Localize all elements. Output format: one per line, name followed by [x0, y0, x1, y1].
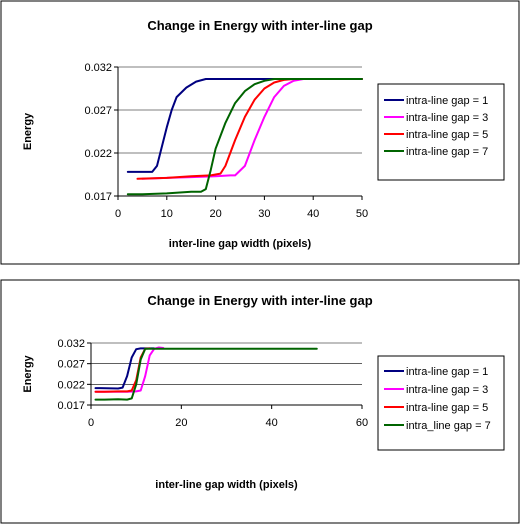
- y-tick-label: 0.027: [57, 359, 85, 371]
- y-tick-label: 0.017: [57, 400, 85, 412]
- legend-label: intra-line gap = 1: [406, 366, 488, 378]
- y-axis-label: Energy: [22, 354, 34, 392]
- y-tick-label: 0.022: [57, 379, 85, 391]
- x-tick-label: 40: [307, 208, 319, 220]
- legend-label: intra_line gap = 7: [406, 420, 491, 432]
- series-line-4: [126, 78, 363, 196]
- y-tick-label: 0.027: [84, 105, 112, 117]
- x-tick-label: 60: [356, 417, 368, 429]
- x-tick-label: 20: [175, 417, 187, 429]
- x-tick-label: 10: [161, 208, 173, 220]
- chart-2: Change in Energy with inter-line gap 0.01…: [0, 279, 520, 524]
- series-line-1: [94, 347, 156, 390]
- legend-label: intra-line gap = 5: [406, 129, 488, 141]
- x-tick-label: 20: [209, 208, 221, 220]
- y-axis-label: Energy: [22, 112, 34, 150]
- x-tick-label: 40: [266, 417, 278, 429]
- chart-1: Change in Energy with inter-line gap 0.01…: [0, 0, 520, 265]
- x-tick-label: 30: [258, 208, 270, 220]
- plot-area: [118, 67, 362, 196]
- legend-label: intra-line gap = 1: [406, 95, 488, 107]
- chart-title: Change in Energy with inter-line gap: [147, 18, 372, 33]
- y-tick-label: 0.017: [84, 191, 112, 203]
- legend-label: intra-line gap = 3: [406, 112, 488, 124]
- y-tick-label: 0.032: [84, 62, 112, 74]
- y-tick-label: 0.032: [57, 338, 85, 350]
- chart-title: Change in Energy with inter-line gap: [147, 293, 372, 308]
- x-axis-label: inter-line gap width (pixels): [155, 479, 298, 491]
- x-tick-label: 50: [356, 208, 368, 220]
- plot-area: [91, 343, 362, 405]
- legend-label: intra-line gap = 5: [406, 402, 488, 414]
- series-line-4: [94, 347, 318, 401]
- legend-label: intra-line gap = 3: [406, 384, 488, 396]
- x-tick-label: 0: [115, 208, 121, 220]
- x-tick-label: 0: [88, 417, 94, 429]
- y-tick-label: 0.022: [84, 148, 112, 160]
- legend-label: intra-line gap = 7: [406, 146, 488, 158]
- x-axis-label: inter-line gap width (pixels): [169, 238, 312, 250]
